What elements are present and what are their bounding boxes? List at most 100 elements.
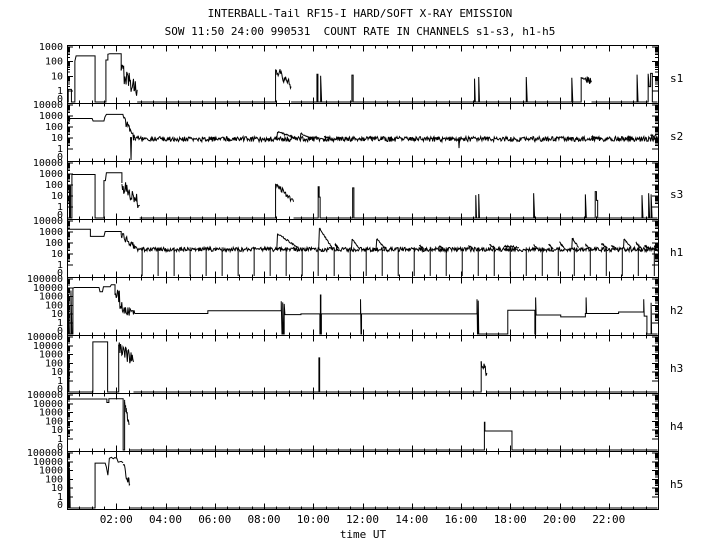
trace-h3	[133, 357, 482, 393]
noise-band-h3	[118, 342, 134, 364]
x-axis-tick-label: 10:00	[297, 513, 330, 526]
trace-s1	[67, 53, 122, 103]
dropout-lines-h1	[141, 247, 655, 276]
trace-h5	[67, 456, 124, 509]
noise-band-s1	[581, 76, 592, 84]
trace-h4	[67, 398, 126, 451]
y-axis-tick-label: 10	[51, 133, 63, 144]
y-axis-tick-label: 1000	[39, 42, 63, 53]
y-axis-tick-label: 100000	[27, 274, 63, 285]
y-axis-tick-label: 10000	[33, 457, 63, 468]
noise-band-h1	[376, 238, 386, 250]
panel-label-h3: h3	[670, 362, 683, 375]
noise-band-h1	[559, 241, 565, 249]
y-axis-tick-label: 100	[45, 57, 63, 68]
y-axis-tick-label: 100000	[27, 390, 63, 401]
trace-h1	[67, 228, 122, 237]
x-axis-tick-label: 04:00	[149, 513, 182, 526]
trace-h1	[350, 238, 353, 250]
x-axis-tick-label: 18:00	[494, 513, 527, 526]
noise-band-h1	[584, 243, 591, 249]
noise-band-s2	[368, 136, 375, 140]
noise-band-s2	[277, 130, 298, 140]
noise-band-h1	[600, 243, 608, 249]
panel-label-s1: s1	[670, 72, 683, 85]
trace-s3	[67, 172, 123, 219]
chart-subtitle: SOW 11:50 24:00 990531 COUNT RATE IN CHA…	[164, 25, 556, 38]
noise-band-h1	[438, 245, 444, 250]
noise-band-h1	[419, 244, 425, 250]
noise-band-h3	[480, 361, 488, 377]
y-axis-tick-label: 1	[57, 376, 63, 387]
noise-band-s2	[300, 132, 313, 139]
y-axis-tick-label: 10000	[33, 341, 63, 352]
y-axis-tick-label: 0	[57, 384, 63, 395]
noise-band-s1	[275, 69, 292, 90]
y-axis-ticks	[67, 46, 658, 498]
trace-s2	[130, 137, 133, 161]
plot-frame	[67, 45, 659, 510]
noise-band-h1	[468, 245, 474, 251]
noise-band-s2	[591, 134, 600, 140]
x-axis-tick-label: 08:00	[247, 513, 280, 526]
noise-band-h1	[334, 242, 340, 250]
y-axis-tick-label: 1	[57, 202, 63, 213]
panel-h4	[67, 398, 658, 451]
trace-s2	[458, 139, 461, 149]
y-axis-tick-label: 1	[57, 144, 63, 155]
noise-band-s1	[120, 64, 138, 96]
noise-band-s3	[275, 183, 295, 203]
noise-band-h5	[122, 463, 131, 487]
y-axis-tick-label: 0	[57, 152, 63, 163]
x-axis-tick-label: 12:00	[346, 513, 379, 526]
x-axis-tick-label: 14:00	[395, 513, 428, 526]
trace-s2	[299, 133, 302, 139]
y-axis-tick-label: 1	[57, 492, 63, 503]
x-axis-tick-label: 20:00	[543, 513, 576, 526]
x-axis-tick-label: 16:00	[444, 513, 477, 526]
y-axis-tick-label: 100	[45, 358, 63, 369]
y-axis-tick-label: 1	[57, 260, 63, 271]
y-axis-tick-label: 10	[51, 249, 63, 260]
y-axis-tick-label: 1000	[39, 466, 63, 477]
y-axis-tick-label: 10	[51, 191, 63, 202]
panel-s3	[67, 172, 658, 219]
panel-s1	[67, 53, 658, 103]
y-axis-tick-label: 1000	[39, 350, 63, 361]
noise-band-h2	[114, 289, 125, 314]
y-axis-tick-label: 100	[45, 300, 63, 311]
noise-band-h1	[610, 245, 617, 250]
panel-h5	[67, 456, 658, 509]
trace-h1	[375, 238, 378, 250]
noise-band-s2	[134, 134, 658, 144]
y-axis-tick-label: 0	[57, 210, 63, 221]
noise-band-h1	[623, 238, 632, 248]
noise-band-s2	[626, 135, 634, 141]
noise-band-s3	[121, 182, 141, 209]
panel-h3	[67, 341, 658, 393]
panel-label-h1: h1	[670, 246, 683, 259]
y-axis-tick-label: 10000	[33, 100, 63, 111]
trace-s1	[137, 69, 277, 103]
y-axis-labels-s1: 1000 100 10 10	[39, 42, 63, 105]
panel-label-h5: h5	[670, 478, 683, 491]
panel-h2	[67, 284, 658, 335]
x-axis-tick-labels: 02:00 04:00 06:00 08:00 10:00 12:00 14:00 16:00…	[100, 513, 626, 526]
y-axis-tick-label: 100	[45, 474, 63, 485]
x-axis-tick-label: 02:00	[100, 513, 133, 526]
noise-band-h1	[120, 233, 139, 253]
y-axis-tick-label: 100	[45, 180, 63, 191]
panel-s2	[67, 113, 658, 161]
trace-h1	[318, 228, 320, 249]
y-axis-tick-label: 100000	[27, 448, 63, 459]
trace-h2	[134, 294, 658, 335]
noise-band-s2	[323, 135, 331, 140]
panel-label-h4: h4	[670, 420, 684, 433]
trace-s3	[139, 183, 277, 219]
y-axis-tick-label: 100	[45, 238, 63, 249]
